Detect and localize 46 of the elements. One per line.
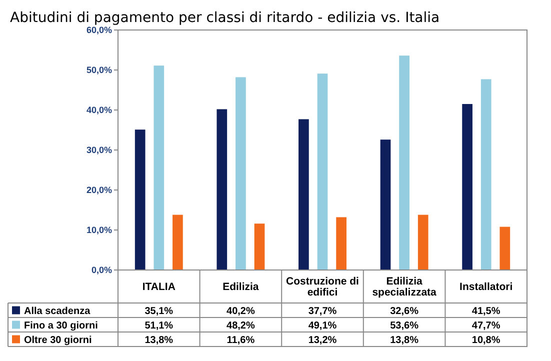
bar	[298, 119, 309, 270]
bar	[336, 217, 346, 270]
bar	[317, 74, 328, 270]
data-label: 47,7%	[472, 320, 500, 332]
data-label: 41,5%	[472, 306, 500, 317]
bar	[254, 224, 265, 270]
x-tick-label: ITALIA	[142, 281, 176, 294]
data-label: 48,2%	[226, 320, 255, 332]
data-label: 51,1%	[144, 320, 174, 332]
data-label: 13,8%	[390, 334, 419, 346]
x-tick-label: Edilizia specializzata	[372, 276, 437, 299]
bar	[480, 79, 492, 270]
y-tick-label: 30,0%	[86, 145, 112, 156]
bar	[172, 214, 183, 270]
bar	[134, 130, 146, 270]
y-tick-label: 60,0%	[86, 25, 112, 36]
data-label: 13,2%	[308, 334, 337, 346]
bar	[154, 66, 164, 270]
data-label: 37,7%	[308, 306, 337, 317]
data-label: 40,2%	[226, 306, 255, 317]
chart-title: Abitudini di pagamento per classi di ritardo - edilizia vs. Italia	[10, 10, 440, 26]
legend-label: Fino a 30 giorni	[24, 320, 98, 332]
data-label: 49,1%	[308, 320, 337, 332]
data-label: 35,1%	[144, 306, 174, 317]
data-label: 13,8%	[144, 334, 174, 346]
bar	[418, 214, 428, 270]
data-label: 53,6%	[390, 320, 419, 332]
bar	[380, 140, 391, 270]
bar	[462, 104, 472, 270]
x-tick-label: Costruzione di edifici	[286, 276, 360, 299]
x-tick-label: Installatori	[460, 281, 513, 294]
data-label: 32,6%	[390, 306, 419, 317]
x-tick-label: Edilizia	[222, 281, 259, 294]
legend-label: Alla scadenza	[24, 306, 91, 317]
bar	[399, 56, 410, 270]
y-tick-label: 40,0%	[86, 105, 112, 116]
bar	[500, 226, 510, 270]
y-tick-label: 20,0%	[86, 185, 112, 196]
data-label: 10,8%	[472, 334, 500, 346]
y-tick-label: 0,0%	[91, 265, 112, 276]
legend-label: Oltre 30 giorni	[24, 334, 92, 346]
data-label: 11,6%	[226, 334, 255, 346]
bar	[216, 109, 228, 270]
y-tick-label: 50,0%	[86, 65, 112, 76]
bar	[236, 77, 246, 270]
y-tick-label: 10,0%	[86, 225, 112, 236]
